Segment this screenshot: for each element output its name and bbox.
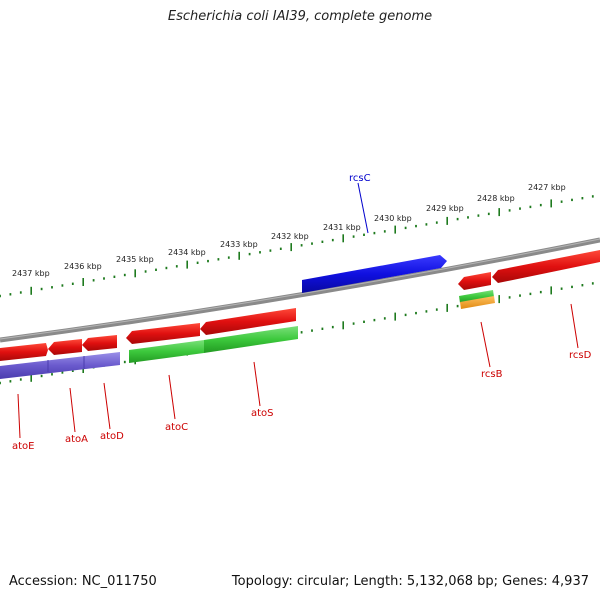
gene-orange-rcsB[interactable] [460,296,495,309]
ruler-label: 2431 kbp [323,223,361,232]
map-title: Escherichia coli IAI39, complete genome [167,9,433,24]
accession-label: Accession: NC_011750 [9,574,157,589]
gene-green-rcsB[interactable] [459,290,494,303]
ruler-label: 2429 kbp [426,204,464,213]
ruler-label: 2427 kbp [528,183,566,192]
ruler-label: 2433 kbp [220,240,258,249]
gene-atoE[interactable] [0,343,48,361]
gene-label-atoD: atoD [100,431,124,442]
gene-label-atoE: atoE [12,441,35,452]
gene-purple-left[interactable] [0,352,120,379]
ruler-label: 2430 kbp [374,214,412,223]
gene-green-atoC[interactable] [129,340,204,363]
gene-atoD[interactable] [82,335,117,351]
gene-atoA[interactable] [48,339,82,355]
gene-label-rcsB: rcsB [481,369,503,380]
genome-summary: Topology: circular; Length: 5,132,068 bp… [231,574,589,589]
gene-label-rcsC: rcsC [349,173,371,184]
gene-label-rcsD: rcsD [569,350,592,361]
genome-backbone-highlight [0,238,600,340]
gene-labels: rcsC atoE atoA atoD atoC atoS rcsB rcsD [12,173,592,452]
gene-label-atoS: atoS [251,408,274,419]
genome-backbone [0,237,600,343]
gene-atoC[interactable] [126,323,200,344]
gene-rcsC[interactable] [302,255,447,293]
ruler-label: 2435 kbp [116,255,154,264]
ruler-label: 2434 kbp [168,248,206,257]
gene-atoS[interactable] [200,308,296,335]
gene-label-atoA: atoA [65,434,88,445]
gene-label-atoC: atoC [165,422,188,433]
gene-rcsB[interactable] [458,272,491,290]
gene-label-leaders [17,182,579,439]
ruler-label: 2437 kbp [12,269,50,278]
gene-green-atoS[interactable] [204,326,298,353]
ruler-label: 2436 kbp [64,262,102,271]
ruler-label: 2432 kbp [271,232,309,241]
gene-rcsD[interactable] [492,250,600,283]
ruler-labels: 2437 kbp 2436 kbp 2435 kbp 2434 kbp 2433… [12,183,566,278]
ruler-label: 2428 kbp [477,194,515,203]
